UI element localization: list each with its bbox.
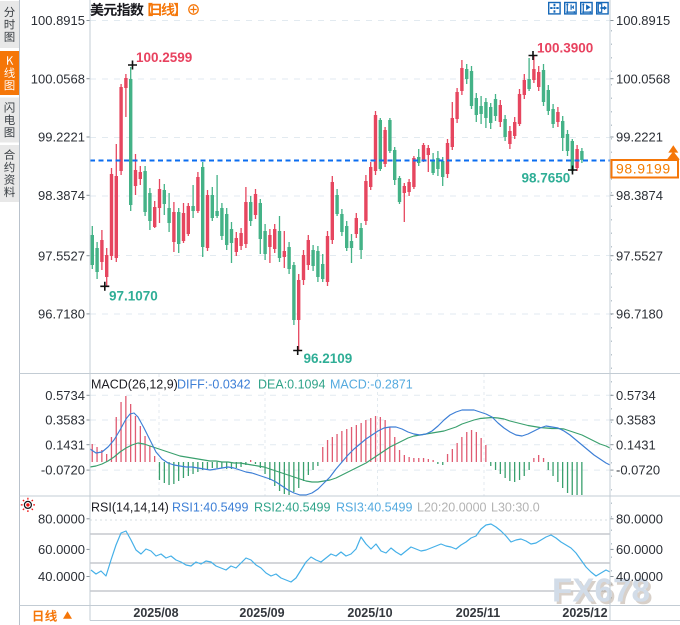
svg-text:2025/10: 2025/10 bbox=[347, 606, 392, 620]
svg-text:100.2599: 100.2599 bbox=[136, 50, 192, 65]
svg-text:97.5527: 97.5527 bbox=[38, 248, 85, 263]
svg-text:-0.0720: -0.0720 bbox=[41, 463, 85, 478]
svg-text:-0.0720: -0.0720 bbox=[616, 463, 660, 478]
svg-text:99.2221: 99.2221 bbox=[38, 130, 85, 145]
svg-text:40.0000: 40.0000 bbox=[616, 569, 663, 584]
svg-text:RSI2:40.5499: RSI2:40.5499 bbox=[254, 501, 330, 515]
svg-text:RSI3:40.5499: RSI3:40.5499 bbox=[336, 501, 412, 515]
svg-text:2025/08: 2025/08 bbox=[133, 606, 178, 620]
svg-text:97.1070: 97.1070 bbox=[109, 289, 158, 304]
svg-text:100.0568: 100.0568 bbox=[31, 71, 85, 86]
svg-text:80.0000: 80.0000 bbox=[38, 511, 85, 526]
svg-text:FX678: FX678 bbox=[555, 574, 653, 611]
svg-text:97.5527: 97.5527 bbox=[616, 248, 663, 263]
svg-text:2025/09: 2025/09 bbox=[239, 606, 284, 620]
svg-text:0.1431: 0.1431 bbox=[45, 437, 85, 452]
svg-text:98.3874: 98.3874 bbox=[38, 188, 85, 203]
svg-text:100.8915: 100.8915 bbox=[31, 13, 85, 28]
svg-text:98.9199: 98.9199 bbox=[616, 161, 671, 177]
svg-text:96.7180: 96.7180 bbox=[38, 307, 85, 322]
svg-text:0.5734: 0.5734 bbox=[45, 388, 85, 403]
svg-text:0.3583: 0.3583 bbox=[616, 413, 656, 428]
svg-text:100.0568: 100.0568 bbox=[616, 71, 670, 86]
svg-text:RSI(14,14,14): RSI(14,14,14) bbox=[91, 501, 169, 515]
svg-text:DEA:0.1094: DEA:0.1094 bbox=[258, 378, 325, 392]
svg-text:100.3900: 100.3900 bbox=[537, 41, 593, 56]
svg-text:60.0000: 60.0000 bbox=[616, 542, 663, 557]
svg-text:99.2221: 99.2221 bbox=[616, 130, 663, 145]
svg-text:MACD:-0.2871: MACD:-0.2871 bbox=[330, 378, 413, 392]
svg-text:L30:30.0: L30:30.0 bbox=[491, 501, 540, 515]
svg-text:80.0000: 80.0000 bbox=[616, 511, 663, 526]
svg-text:DIFF:-0.0342: DIFF:-0.0342 bbox=[177, 378, 251, 392]
svg-text:98.7650: 98.7650 bbox=[522, 171, 571, 186]
svg-text:40.0000: 40.0000 bbox=[38, 569, 85, 584]
svg-text:MACD(26,12,9): MACD(26,12,9) bbox=[91, 378, 178, 392]
svg-text:2025/12: 2025/12 bbox=[562, 606, 607, 620]
svg-text:0.3583: 0.3583 bbox=[45, 413, 85, 428]
svg-text:96.7180: 96.7180 bbox=[616, 307, 663, 322]
svg-text:98.3874: 98.3874 bbox=[616, 188, 663, 203]
svg-text:0.5734: 0.5734 bbox=[616, 388, 656, 403]
svg-text:RSI1:40.5499: RSI1:40.5499 bbox=[172, 501, 248, 515]
svg-text:96.2109: 96.2109 bbox=[304, 351, 353, 366]
svg-text:2025/11: 2025/11 bbox=[456, 606, 501, 620]
svg-text:L20:20.0000: L20:20.0000 bbox=[417, 501, 487, 515]
svg-text:100.8915: 100.8915 bbox=[616, 13, 670, 28]
svg-text:FX678: FX678 bbox=[552, 572, 650, 609]
svg-text:60.0000: 60.0000 bbox=[38, 542, 85, 557]
svg-text:0.1431: 0.1431 bbox=[616, 437, 656, 452]
